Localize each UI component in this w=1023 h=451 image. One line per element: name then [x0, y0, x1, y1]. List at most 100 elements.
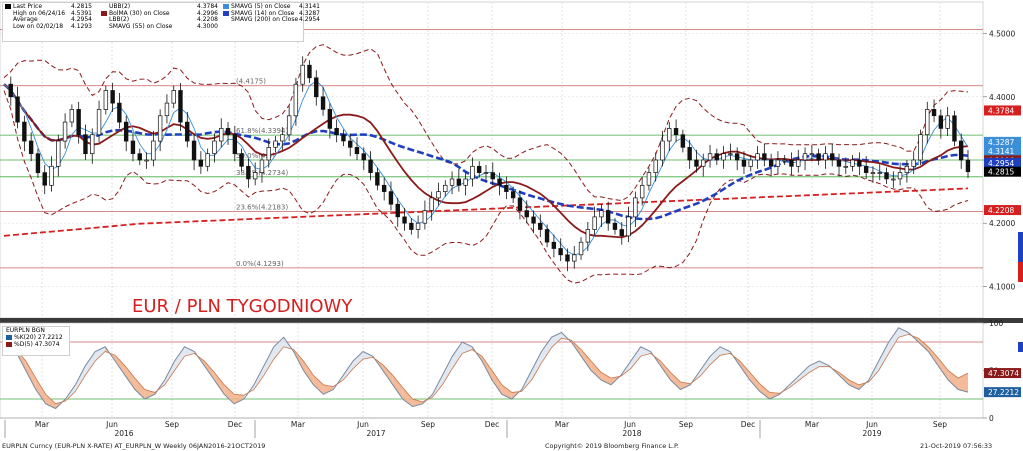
candle-body	[755, 153, 760, 161]
candle-body	[565, 254, 570, 262]
candle-body	[863, 165, 869, 173]
candle-body	[945, 115, 950, 129]
stoch-value-tag-bg	[984, 368, 1021, 379]
candle-body	[850, 159, 855, 167]
candle-body	[592, 216, 597, 230]
stoch-fill	[204, 361, 215, 380]
stoch-d-line	[5, 333, 969, 405]
candle-body	[884, 172, 889, 180]
stoch-fill	[343, 361, 354, 380]
xtick-month: Dec	[741, 420, 756, 429]
candle-body	[653, 159, 658, 173]
candle-body	[572, 254, 577, 262]
candle-body	[185, 121, 190, 142]
candle-body	[205, 153, 210, 167]
stoch-fill	[313, 375, 324, 395]
stoch-fill	[839, 372, 849, 385]
candle-body	[286, 115, 292, 136]
stoch-ytick-label: 100	[989, 319, 1004, 328]
stoch-fill	[581, 349, 592, 371]
candle-body	[69, 109, 75, 123]
candle-body	[22, 121, 27, 142]
candle-body	[605, 210, 611, 224]
stoch-fill	[739, 361, 750, 380]
candle-body	[802, 153, 808, 161]
candle-body	[348, 140, 353, 148]
candle-body	[599, 210, 604, 218]
candle-body	[877, 172, 882, 174]
candle-body	[585, 229, 591, 243]
candle-body	[35, 153, 41, 174]
candle-body	[836, 159, 842, 167]
candle-body	[816, 153, 821, 161]
stoch-fill	[224, 384, 235, 404]
sma200-line	[3, 187, 969, 237]
xtick-year: 2019	[862, 429, 881, 438]
candle-body	[341, 134, 346, 142]
candle-body	[857, 159, 862, 167]
candle-body	[83, 134, 88, 155]
candle-body	[225, 128, 231, 136]
stoch-fill	[948, 370, 959, 390]
stoch-fill	[720, 346, 730, 356]
stoch-fill	[700, 356, 711, 377]
candle-body	[178, 90, 183, 123]
candle-body	[843, 165, 848, 168]
legend-high: High on 06/24/16 4.5391	[13, 9, 92, 17]
stoch-fill	[541, 337, 552, 363]
right-edge-marker	[1018, 232, 1023, 262]
candle-body	[402, 216, 407, 224]
candle-body	[334, 128, 339, 136]
candle-body	[714, 153, 719, 161]
stoch-fill	[125, 365, 135, 390]
stoch-fill	[35, 378, 46, 404]
candle-body	[667, 128, 672, 142]
value-tag-label: 4.2954	[988, 159, 1014, 168]
candle-body	[171, 90, 176, 104]
candle-body	[952, 115, 957, 142]
candle-body	[273, 140, 278, 148]
candle-body	[701, 159, 706, 167]
candle-body	[782, 159, 787, 162]
candle-body	[314, 77, 319, 98]
candle-body	[470, 165, 475, 180]
candle-body	[578, 241, 584, 256]
candle-body	[266, 147, 271, 161]
candle-body	[293, 83, 299, 117]
candle-body	[897, 172, 903, 180]
candle-body	[728, 153, 733, 156]
xtick-month: Mar	[35, 420, 50, 429]
value-tag-label: 4.3287	[988, 138, 1014, 147]
footer: EURPLN Curncy (EUR-PLN X-RATE) AT_EURPLN…	[0, 441, 1023, 451]
stoch-fill	[601, 372, 611, 385]
stoch-fill	[938, 358, 949, 380]
candle-body	[734, 153, 740, 161]
value-tag-label: 4.2208	[988, 206, 1014, 215]
candle-body	[164, 102, 170, 117]
xtick-month: Dec	[228, 420, 243, 429]
fib-label: (4.4175)	[236, 78, 266, 86]
candle-body	[56, 140, 61, 167]
candle-body	[280, 134, 285, 142]
legend2-title: EURPLN BGN	[6, 327, 45, 334]
candle-body	[137, 153, 142, 161]
upper-bollinger-band	[3, 44, 969, 202]
value-tag-label: 4.3784	[988, 106, 1014, 115]
stoch-fill	[353, 351, 363, 369]
candle-body	[931, 109, 937, 117]
candle-body	[252, 172, 258, 180]
candle-body	[870, 172, 876, 174]
candle-body	[762, 153, 767, 161]
stoch-k-line	[5, 327, 969, 410]
candle-body	[796, 159, 801, 167]
candle-body	[212, 140, 217, 154]
footer-right: 21-Oct-2019 07:56:33	[920, 442, 993, 450]
candle-body	[660, 140, 665, 161]
xtick-month: Sep	[421, 420, 435, 429]
value-tag-bg	[984, 205, 1021, 216]
right-edge-marker	[1018, 262, 1023, 282]
candle-body	[123, 121, 129, 142]
candle-body	[619, 229, 624, 237]
candle-body	[639, 184, 645, 199]
panel-separator	[0, 318, 1023, 323]
